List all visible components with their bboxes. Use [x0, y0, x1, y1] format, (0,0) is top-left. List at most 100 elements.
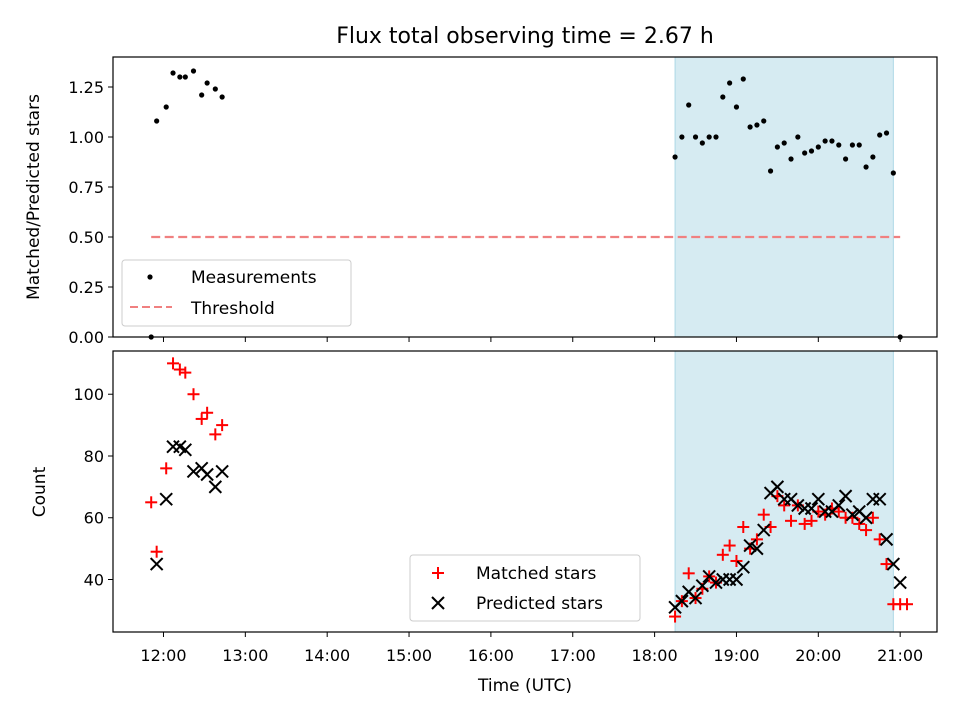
top-y-tick-label: 0.00: [68, 328, 104, 347]
predicted-stars-point: [159, 492, 173, 506]
predicted-stars-point: [166, 440, 180, 454]
predicted-stars-point: [688, 591, 703, 605]
measurements-point: [767, 168, 774, 174]
measurements-point: [774, 144, 780, 150]
measurements-point: [154, 118, 160, 124]
measurements-point: [672, 154, 678, 160]
predicted-stars-point: [208, 480, 223, 494]
chart-title: Flux total observing time = 2.67 h: [336, 24, 714, 49]
measurements-point: [849, 142, 856, 148]
matched-stars-point: [145, 496, 158, 509]
bottom-observing-window: [674, 350, 894, 633]
predicted-stars-point: [804, 501, 819, 516]
top-legend-box: [121, 259, 352, 327]
matched-stars-point: [873, 533, 886, 546]
measurements-point: [163, 104, 169, 110]
bottom-y-axis-label: Count: [30, 466, 50, 517]
top-observing-window: [674, 56, 894, 338]
measurements-point: [727, 80, 733, 86]
matched-stars-point: [216, 419, 229, 432]
measurements-point: [795, 134, 801, 140]
predicted-stars-point: [872, 492, 887, 506]
measurements-point: [877, 132, 883, 138]
measurements-point: [761, 118, 767, 124]
measurements-point: [190, 68, 197, 74]
x-tick-label: 18:00: [632, 646, 678, 665]
top-y-tick-label: 0.25: [68, 278, 104, 297]
predicted-stars-point: [770, 480, 785, 494]
predicted-stars-point: [859, 511, 873, 525]
measurements-point: [836, 142, 842, 148]
legend-predicted-label: Predicted stars: [476, 594, 603, 614]
matched-stars-point: [900, 598, 913, 611]
matched-stars-point: [195, 412, 208, 425]
x-tick-label: 21:00: [877, 646, 923, 665]
top-y-tick-label: 1.25: [68, 78, 104, 97]
x-tick-label: 16:00: [468, 646, 514, 665]
legend-measurements-label: Measurements: [191, 268, 317, 288]
matched-stars-point: [669, 610, 682, 623]
legend-threshold-label: Threshold: [190, 299, 275, 319]
matched-stars-point: [866, 511, 879, 524]
measurements-point: [856, 142, 862, 148]
predicted-stars-point: [709, 575, 723, 590]
predicted-stars-point: [886, 557, 901, 571]
matched-stars-point: [723, 539, 736, 552]
bottom-y-tick-label: 60: [84, 509, 104, 528]
measurements-point: [842, 156, 849, 162]
measurements-point: [679, 134, 685, 140]
matched-stars-point: [179, 366, 192, 379]
measurements-point: [199, 92, 205, 98]
x-tick-label: 20:00: [795, 646, 841, 665]
measurements-point: [686, 102, 692, 108]
top-y-tick-label: 0.50: [68, 228, 104, 247]
measurements-point: [182, 74, 188, 80]
measurements-point: [808, 148, 815, 154]
matched-stars-point: [167, 357, 180, 370]
legend-predicted-marker: [431, 596, 445, 610]
measurements-point: [177, 74, 183, 80]
x-axis-label: Time (UTC): [477, 676, 572, 696]
predicted-stars-point: [893, 575, 907, 590]
predicted-stars-point: [736, 560, 750, 574]
measurements-point: [863, 164, 869, 170]
predicted-stars-point: [845, 507, 860, 522]
measurements-point: [699, 140, 705, 146]
predicted-stars-point: [186, 464, 201, 479]
matched-stars-point: [209, 428, 222, 441]
bottom-y-tick-label: 80: [84, 447, 104, 466]
legend-matched-label: Matched stars: [476, 564, 596, 584]
top-y-tick-label: 1.00: [68, 128, 104, 147]
bottom-panel: 40 60 80 100 12:00 13:00 14:00 15:00 16:00 17:00…: [30, 350, 938, 696]
measurements-point: [822, 138, 828, 144]
matched-stars-point: [730, 554, 743, 567]
top-y-ticks: 0.00 0.25 0.50 0.75 1.00 1.25: [68, 78, 113, 347]
measurements-point: [883, 130, 890, 136]
predicted-stars-point: [729, 572, 744, 587]
x-tick-label: 13:00: [222, 646, 268, 665]
matched-stars-point: [173, 363, 186, 376]
predicted-stars-point: [178, 443, 193, 457]
matched-stars-point: [880, 558, 893, 571]
matched-stars-point: [853, 517, 866, 530]
top-y-axis-label: Matched/Predicted stars: [24, 94, 44, 300]
top-axes-frame: [112, 56, 938, 338]
bottom-legend: Matched stars Predicted stars: [409, 554, 641, 622]
legend-measurements-marker: [147, 274, 153, 280]
top-panel: 0.00 0.25 0.50 0.75 1.00 1.25 Matched/Predict…: [24, 56, 938, 347]
predicted-stars-point: [695, 578, 710, 593]
x-tick-label: 14:00: [304, 646, 350, 665]
top-marks-layer: [148, 68, 903, 340]
measurements-point: [870, 154, 876, 160]
matched-stars-point: [805, 514, 818, 527]
predicted-stars-point: [149, 557, 164, 571]
top-x-ticks: [162, 337, 901, 342]
x-tick-label: 17:00: [550, 646, 596, 665]
measurements-point: [706, 134, 712, 140]
matched-stars-point: [750, 533, 763, 546]
matched-stars-point: [150, 545, 163, 558]
matched-stars-point: [716, 548, 729, 561]
predicted-stars-point: [750, 541, 764, 556]
measurements-point: [754, 122, 760, 128]
